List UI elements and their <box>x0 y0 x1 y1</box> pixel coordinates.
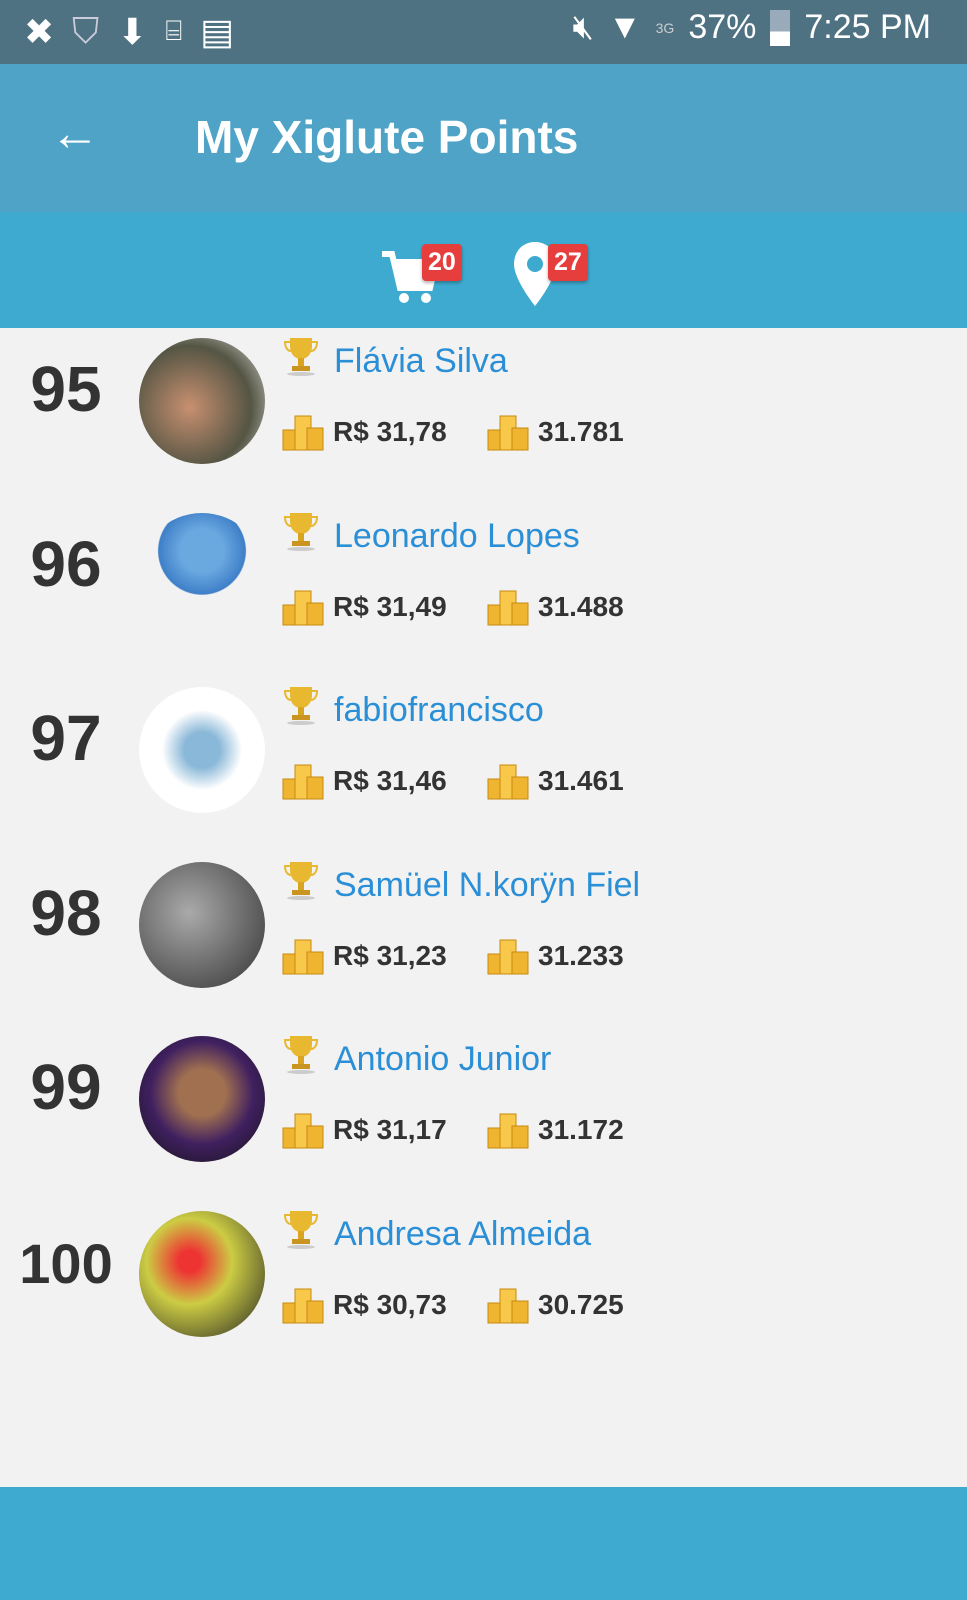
battery-icon <box>770 9 791 46</box>
coins-icon <box>282 764 324 800</box>
trophy-icon <box>284 338 318 376</box>
money-value: R$ 31,23 <box>333 939 447 971</box>
app-icon: ✖ <box>24 10 55 52</box>
cart-button[interactable]: 20 <box>380 232 470 312</box>
coins-icon <box>282 939 324 974</box>
trophy-icon <box>284 1036 318 1074</box>
points-value: 31.172 <box>538 1114 624 1145</box>
action-bar: 20 27 <box>0 212 967 328</box>
money-stat: R$ 30,73 <box>281 1285 447 1325</box>
trophy-icon <box>284 861 318 900</box>
money-value: R$ 30,73 <box>333 1288 447 1320</box>
user-name[interactable]: Flávia Silva <box>334 342 508 380</box>
rank-number: 97 <box>30 702 102 774</box>
points-stat: 31.781 <box>486 412 624 452</box>
shield-icon: ⛉ <box>72 10 100 51</box>
voicemail-icon: ⌸ <box>165 15 183 46</box>
mute-icon: 🔇︎ <box>572 8 594 46</box>
points-value: 31.488 <box>538 590 624 622</box>
coins-icon <box>282 415 324 451</box>
user-name[interactable]: Andresa Almeida <box>334 1214 592 1253</box>
coins-icon <box>487 764 529 800</box>
ranking-row[interactable]: 98 Samüel N.korÿn Fiel R$ 31,23 31.233 <box>0 854 967 1029</box>
cart-badge: 20 <box>422 244 462 281</box>
coins-icon <box>282 1113 324 1149</box>
ranking-row[interactable]: 96 Leonardo Lopes R$ 31,49 31.488 <box>0 505 967 680</box>
money-value: R$ 31,49 <box>333 590 447 622</box>
app-bar: ← My Xiglute Points <box>0 64 967 212</box>
clock: 7:25 PM <box>804 8 931 46</box>
user-name[interactable]: Samüel N.korÿn Fiel <box>334 865 641 904</box>
money-value: R$ 31,46 <box>333 765 447 796</box>
user-name[interactable]: Leonardo Lopes <box>334 516 580 555</box>
status-bar: ✖ ⛉ ⬇ ⌸ ▤ 🔇︎ ▼ 3G 37% 7:25 PM <box>0 0 967 64</box>
avatar[interactable] <box>139 861 265 988</box>
ranking-row[interactable]: 100 Andresa Almeida R$ 30,73 30.725 <box>0 1203 967 1378</box>
ranking-list: 95 Flávia Silva R$ 31,78 31.781 96 Leonar… <box>0 330 967 1377</box>
rank-number: 99 <box>30 1051 102 1123</box>
points-stat: 31.461 <box>486 761 624 801</box>
points-value: 31.233 <box>538 939 624 971</box>
points-value: 30.725 <box>538 1288 624 1320</box>
ranking-row[interactable]: 99 Antonio Junior R$ 31,17 31.172 <box>0 1028 967 1203</box>
rank-number: 96 <box>30 527 102 600</box>
ranking-row[interactable]: 95 Flávia Silva R$ 31,78 31.781 <box>0 330 967 505</box>
user-name[interactable]: fabiofrancisco <box>334 691 544 729</box>
coins-icon <box>487 415 529 451</box>
location-button[interactable]: 27 <box>510 232 600 312</box>
trophy-icon <box>284 512 318 551</box>
coins-icon <box>282 590 324 625</box>
money-stat: R$ 31,78 <box>281 412 447 452</box>
battery-percent: 37% <box>688 8 757 46</box>
points-stat: 31.172 <box>486 1110 624 1150</box>
points-stat: 30.725 <box>486 1285 624 1325</box>
avatar[interactable] <box>139 338 265 464</box>
coins-icon <box>487 1113 529 1149</box>
points-stat: 31.233 <box>486 936 624 976</box>
message-icon: ▤ <box>200 10 235 52</box>
location-pin-icon <box>514 242 556 306</box>
money-stat: R$ 31,46 <box>281 761 447 801</box>
rank-number: 98 <box>30 876 102 949</box>
wifi-icon: ▼ <box>607 8 642 46</box>
money-stat: R$ 31,23 <box>281 936 447 976</box>
rank-number: 95 <box>30 353 102 425</box>
coins-icon <box>282 1288 324 1323</box>
page-title: My Xiglute Points <box>195 111 579 163</box>
money-value: R$ 31,17 <box>333 1114 447 1145</box>
rank-number: 100 <box>19 1231 113 1295</box>
points-value: 31.781 <box>538 416 624 447</box>
money-stat: R$ 31,49 <box>281 587 447 627</box>
arrow-left-icon[interactable]: ← <box>50 105 100 161</box>
coins-icon <box>487 939 529 974</box>
avatar[interactable] <box>139 1210 265 1337</box>
bottom-bar <box>0 1487 967 1600</box>
signal-icon: 3G <box>655 19 675 36</box>
avatar[interactable] <box>139 687 265 813</box>
avatar[interactable] <box>139 512 265 639</box>
trophy-icon <box>284 1210 318 1249</box>
download-icon: ⬇ <box>117 10 148 52</box>
coins-icon <box>487 1288 529 1323</box>
points-stat: 31.488 <box>486 587 624 627</box>
trophy-icon <box>284 687 318 725</box>
coins-icon <box>487 590 529 625</box>
location-badge: 27 <box>548 244 588 281</box>
ranking-row[interactable]: 97 fabiofrancisco R$ 31,46 31.461 <box>0 679 967 854</box>
avatar[interactable] <box>139 1036 265 1162</box>
user-name[interactable]: Antonio Junior <box>334 1040 552 1078</box>
money-value: R$ 31,78 <box>333 416 447 447</box>
money-stat: R$ 31,17 <box>281 1110 447 1150</box>
points-value: 31.461 <box>538 765 624 796</box>
